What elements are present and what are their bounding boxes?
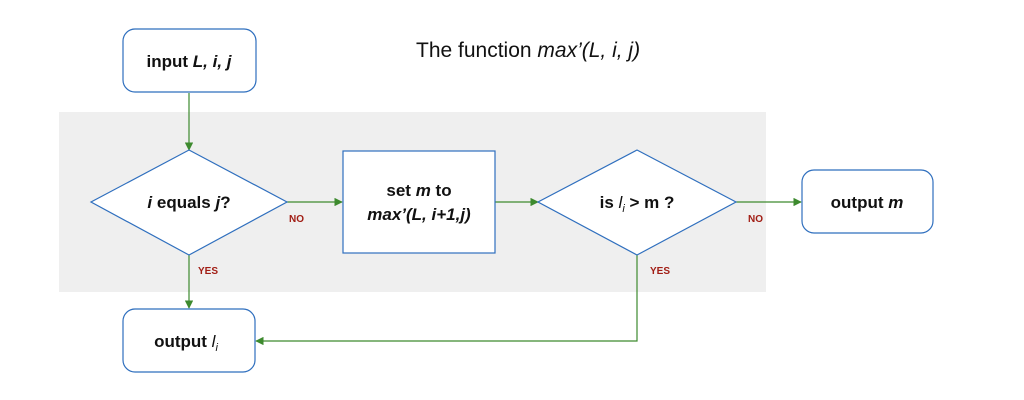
node-output-li-label: output li [154,332,218,354]
node-compare-label: is li > m ? [600,193,675,215]
node-input-label: input L, i, j [147,52,233,71]
node-check-equal: i equals j? [89,149,289,256]
node-output-m: output m [801,169,934,234]
node-input: input L, i, j [122,28,257,93]
node-output-li: output li [122,308,256,373]
node-set-m-line2: max’(L, i+1,j) [367,205,471,224]
edge-label-compare-no: NO [748,214,763,225]
node-compare: is li > m ? [536,149,738,256]
diagram-title: The function max’(L, i, j) [416,39,640,62]
node-set-m-line1: set m to [386,181,451,200]
edge-label-check-no: NO [289,214,304,225]
edge-label-check-yes: YES [198,266,218,277]
node-set-m: set m to max’(L, i+1,j) [342,150,496,254]
edge-label-compare-yes: YES [650,266,670,277]
node-output-m-label: output m [831,193,904,212]
edge-compare-to-output-li [255,255,638,346]
node-check-equal-label: i equals j? [147,193,230,212]
